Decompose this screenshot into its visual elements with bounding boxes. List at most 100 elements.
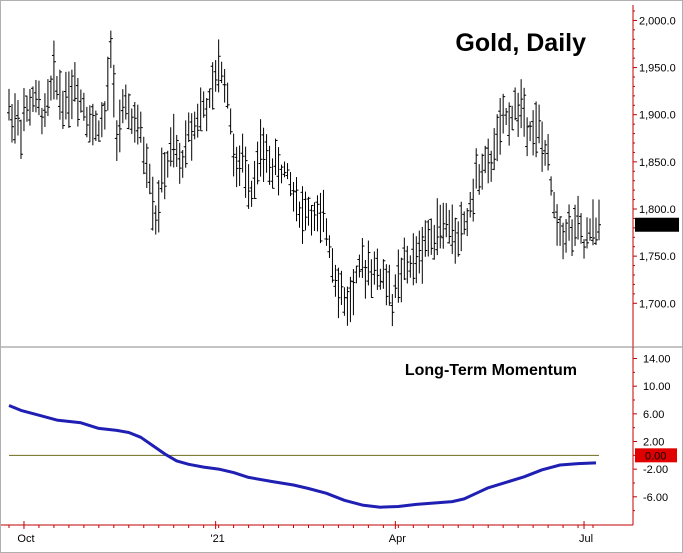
- price-bar: [153, 205, 158, 235]
- price-y-tick-label: 1,850.0: [639, 157, 676, 169]
- price-bar: [210, 62, 215, 110]
- zero-value-tag-bg: [635, 448, 677, 463]
- price-bar: [297, 201, 302, 228]
- price-bar: [294, 177, 299, 222]
- price-y-tick-label: 1,700.0: [639, 298, 676, 310]
- price-bar: [147, 163, 152, 195]
- price-bar: [273, 138, 278, 176]
- price-bar: [306, 196, 311, 226]
- price-bar: [582, 239, 587, 259]
- price-bar: [144, 143, 149, 188]
- price-bar: [519, 79, 524, 129]
- price-bar: [510, 105, 515, 131]
- price-bars: [7, 30, 601, 327]
- price-bar: [432, 224, 437, 260]
- price-bar: [525, 117, 530, 157]
- price-bar: [21, 88, 26, 132]
- price-bar: [123, 84, 128, 120]
- last-price-tag-bg: [635, 217, 679, 232]
- price-bar: [174, 134, 179, 167]
- price-bar: [171, 113, 176, 168]
- price-bar: [42, 93, 47, 127]
- price-bar: [540, 121, 545, 172]
- price-bar: [219, 61, 224, 84]
- price-bar: [240, 133, 245, 173]
- x-tick-label: Apr: [389, 533, 406, 545]
- price-bar: [333, 264, 338, 297]
- price-bar: [573, 204, 578, 246]
- price-bar: [387, 264, 392, 306]
- price-bar: [222, 69, 227, 103]
- price-bar: [120, 89, 125, 124]
- price-bar: [471, 178, 476, 222]
- momentum-y-tick-label: 10.00: [643, 381, 671, 393]
- price-bar: [78, 89, 83, 113]
- price-bar: [486, 138, 491, 184]
- price-bar: [60, 90, 65, 129]
- price-bar: [111, 64, 116, 118]
- price-bar: [402, 237, 407, 281]
- price-bar: [258, 119, 263, 177]
- price-bar: [237, 145, 242, 187]
- price-bar: [255, 141, 260, 185]
- price-bar: [318, 192, 323, 244]
- price-bar: [390, 293, 395, 327]
- price-bar: [72, 62, 77, 102]
- last-price-tag: 1,783.3: [638, 220, 675, 232]
- price-bar: [423, 220, 428, 257]
- price-bar: [285, 163, 290, 180]
- price-bar: [180, 150, 185, 178]
- price-bar: [426, 219, 431, 257]
- price-bar: [330, 248, 335, 283]
- price-bar: [453, 217, 458, 264]
- price-bar: [336, 267, 341, 319]
- price-bar: [324, 218, 329, 246]
- price-bar: [561, 222, 566, 260]
- price-bar: [360, 238, 365, 279]
- price-bar: [597, 199, 601, 241]
- price-bar: [528, 121, 533, 142]
- price-y-tick-label: 1,750.0: [639, 251, 676, 263]
- price-bar: [447, 209, 452, 244]
- price-bar: [384, 264, 389, 306]
- price-bar: [231, 133, 236, 177]
- price-bar: [441, 202, 446, 249]
- price-bar: [444, 203, 449, 238]
- momentum-series-line: [8, 404, 597, 509]
- price-bar: [102, 101, 107, 130]
- price-bar: [291, 181, 296, 212]
- price-bar: [156, 180, 161, 233]
- price-bar: [93, 110, 98, 142]
- price-bar: [591, 199, 596, 246]
- price-bar: [249, 180, 254, 207]
- price-bar: [504, 107, 509, 125]
- momentum-y-tick-label: 2.00: [643, 436, 664, 448]
- price-bar: [117, 99, 122, 153]
- price-bar: [378, 268, 383, 290]
- price-bar: [549, 176, 554, 196]
- price-bar: [243, 146, 248, 198]
- price-bar: [300, 186, 305, 244]
- momentum-y-tick-label: 14.00: [643, 354, 671, 366]
- price-bar: [372, 251, 377, 285]
- price-bar: [462, 211, 467, 235]
- price-bar: [279, 164, 284, 184]
- price-bar: [459, 201, 464, 252]
- price-bar: [513, 87, 518, 121]
- price-bar: [543, 140, 548, 166]
- price-bar: [132, 101, 137, 143]
- price-bar: [327, 235, 332, 259]
- price-bar: [186, 112, 191, 143]
- momentum-y-ticks: 14.00 10.00 6.00 2.00 -2.00 -6.00: [633, 354, 671, 512]
- price-bar: [585, 217, 590, 249]
- price-bar: [177, 142, 182, 184]
- price-bar: [348, 276, 353, 323]
- price-bar: [564, 219, 569, 253]
- price-bar: [351, 268, 356, 316]
- price-bar: [27, 89, 32, 126]
- momentum-y-tick-label: 6.00: [643, 409, 664, 421]
- x-axis: Oct '21 Apr Jul: [1, 521, 633, 545]
- price-bar: [90, 103, 95, 146]
